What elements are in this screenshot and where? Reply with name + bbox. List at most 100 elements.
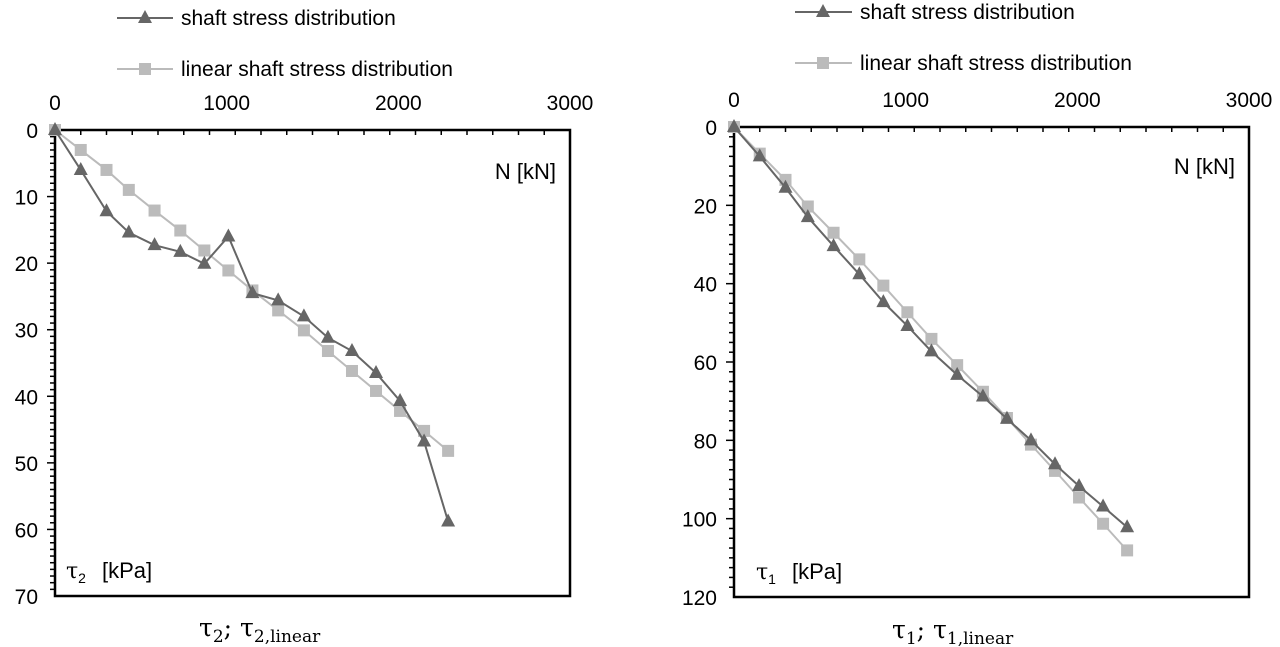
- data-point-linear-right: [925, 332, 938, 345]
- bottom-axis-title-right: τ1; τ1,linear: [892, 615, 1014, 647]
- y-tick-label-right: 40: [694, 274, 717, 297]
- y-tick-label-right: 60: [694, 352, 717, 375]
- y-tick-label-right: 20: [694, 195, 717, 218]
- data-point-shaft-right: [1048, 456, 1063, 470]
- y-tick-label-right: 80: [694, 430, 717, 453]
- x-tick-label-right: 3000: [1226, 89, 1273, 112]
- data-point-linear-right: [951, 359, 964, 372]
- data-point-shaft-left: [73, 161, 88, 175]
- legend-label-shaft-left: shaft stress distribution: [181, 7, 396, 30]
- data-point-shaft-right: [826, 238, 841, 252]
- data-point-shaft-left: [296, 308, 311, 322]
- data-point-linear-left: [297, 324, 310, 337]
- plot-area-right: [732, 125, 1251, 599]
- data-point-shaft-right: [1023, 432, 1038, 446]
- data-point-shaft-right: [950, 366, 965, 380]
- x-tick-label-right: 1000: [882, 89, 929, 112]
- data-point-shaft-right: [1096, 498, 1111, 512]
- legend-triangle-icon-right: [816, 4, 830, 17]
- y-tick-label-left: 0: [26, 120, 38, 143]
- data-point-shaft-left: [245, 285, 260, 299]
- x-tick-label-left: 1000: [203, 92, 250, 115]
- data-point-linear-left: [442, 444, 455, 457]
- data-point-linear-left: [174, 224, 187, 237]
- y-tick-label-left: 20: [15, 253, 38, 276]
- data-point-shaft-left: [121, 224, 136, 238]
- data-point-linear-left: [122, 183, 135, 196]
- data-point-linear-right: [827, 226, 840, 239]
- data-point-shaft-left: [441, 513, 456, 527]
- data-point-linear-left: [345, 364, 358, 377]
- data-point-shaft-right: [778, 179, 793, 193]
- data-point-linear-left: [222, 264, 235, 277]
- data-point-shaft-left: [369, 364, 384, 378]
- series-layer-left: [48, 122, 456, 527]
- data-point-linear-right: [877, 279, 890, 292]
- axis-ticks-left: 0 1000 2000 3000 0 10 20 30 40 50 60 70: [15, 92, 594, 609]
- bottom-axis-title-left: τ2; τ2,linear: [199, 613, 321, 647]
- data-point-shaft-left: [48, 122, 62, 135]
- data-point-shaft-right: [727, 119, 741, 132]
- y-tick-label-left: 10: [15, 187, 38, 210]
- legend-label-shaft-right: shaft stress distribution: [860, 1, 1075, 24]
- data-point-linear-right: [853, 253, 866, 266]
- data-point-linear-left: [272, 304, 285, 317]
- x-axis-label-left: N [kN]: [495, 159, 556, 184]
- data-point-shaft-left: [393, 392, 408, 406]
- x-tick-label-right: 2000: [1054, 89, 1101, 112]
- y-tick-label-left: 50: [15, 453, 38, 476]
- data-point-shaft-right: [852, 266, 867, 280]
- y-tick-label-left: 70: [15, 586, 38, 609]
- plot-area-left: [53, 128, 572, 598]
- chart-right: 0 1000 2000 3000 0 20 40 60 80 100 120 shaft stres…: [682, 1, 1272, 647]
- data-point-linear-right: [1121, 544, 1134, 557]
- y-unit-label-left: τ2 [kPa]: [66, 558, 152, 586]
- y-tick-label-right: 100: [682, 509, 717, 532]
- x-tick-label-left: 2000: [375, 92, 422, 115]
- data-point-shaft-right: [752, 148, 767, 162]
- data-point-linear-right: [801, 200, 814, 213]
- legend-square-icon-right: [817, 57, 829, 69]
- data-point-shaft-right: [924, 343, 939, 357]
- data-point-linear-left: [370, 384, 383, 397]
- data-point-shaft-left: [197, 255, 212, 269]
- data-point-shaft-left: [320, 329, 335, 343]
- legend-label-linear-right: linear shaft stress distribution: [860, 52, 1132, 75]
- y-tick-label-left: 30: [15, 320, 38, 343]
- data-point-linear-left: [148, 204, 161, 217]
- data-point-linear-right: [1073, 491, 1086, 504]
- data-point-linear-right: [1097, 517, 1110, 530]
- data-point-linear-left: [321, 345, 334, 358]
- data-point-shaft-right: [999, 410, 1014, 424]
- legend-left: shaft stress distribution linear shaft s…: [117, 7, 453, 81]
- data-point-shaft-left: [417, 433, 432, 447]
- x-tick-label-right: 0: [728, 89, 740, 112]
- data-point-shaft-right: [1072, 478, 1087, 492]
- data-point-linear-right: [901, 306, 914, 319]
- series-layer-right: [727, 119, 1135, 557]
- data-point-shaft-right: [800, 209, 815, 223]
- data-point-shaft-right: [975, 388, 990, 402]
- data-point-shaft-left: [271, 292, 286, 306]
- data-point-shaft-right: [900, 317, 915, 331]
- data-point-shaft-left: [173, 243, 188, 257]
- legend-triangle-icon-left: [138, 10, 152, 23]
- axis-ticks-right: 0 1000 2000 3000 0 20 40 60 80 100 120: [682, 89, 1272, 610]
- data-point-linear-left: [418, 424, 431, 437]
- data-point-shaft-left: [221, 228, 236, 242]
- x-axis-label-right: N [kN]: [1174, 154, 1235, 179]
- y-tick-label-right: 0: [705, 117, 717, 140]
- y-tick-label-left: 60: [15, 519, 38, 542]
- legend-right: shaft stress distribution linear shaft s…: [795, 1, 1132, 75]
- y-tick-label-right: 120: [682, 587, 717, 610]
- data-point-shaft-left: [344, 343, 359, 357]
- data-point-shaft-left: [147, 237, 162, 251]
- x-tick-label-left: 3000: [547, 92, 594, 115]
- y-unit-label-right: τ1 [kPa]: [756, 559, 842, 587]
- data-point-linear-left: [198, 244, 211, 257]
- y-tick-label-left: 40: [15, 386, 38, 409]
- data-point-linear-left: [100, 163, 113, 176]
- data-point-shaft-left: [99, 203, 114, 217]
- x-tick-label-left: 0: [49, 92, 61, 115]
